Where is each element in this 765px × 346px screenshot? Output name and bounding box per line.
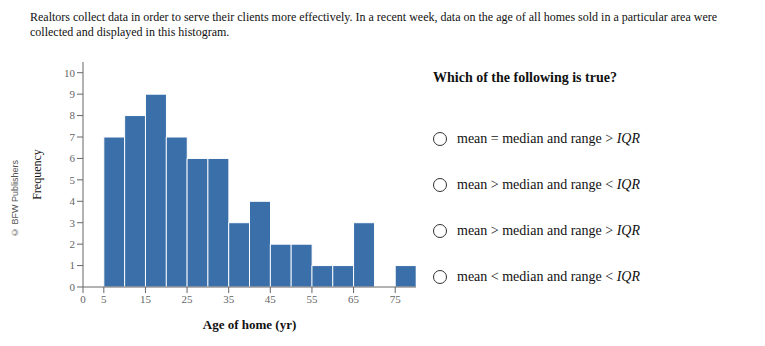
svg-text:9: 9 [70, 88, 76, 100]
svg-text:1: 1 [70, 259, 76, 271]
svg-text:35: 35 [223, 293, 235, 305]
svg-text:3: 3 [70, 217, 76, 229]
html-text:mean = median and range > IQR: mean = median and range > IQR [457, 131, 640, 146]
html-text:mean > median and range < IQR: mean > median and range < IQR [457, 177, 640, 192]
svg-text:5: 5 [101, 293, 107, 305]
svg-text:7: 7 [70, 131, 76, 143]
svg-text:2: 2 [70, 238, 76, 250]
svg-text:5: 5 [70, 174, 76, 186]
svg-text:4: 4 [70, 195, 76, 207]
svg-text:8: 8 [70, 109, 76, 121]
html-text:Which of the following is true: Which of the following is true? [433, 70, 617, 85]
svg-text:0: 0 [80, 293, 86, 305]
html-text:mean > median and range > IQR: mean > median and range > IQR [457, 223, 640, 238]
svg-text:75: 75 [390, 293, 402, 305]
svg-text:15: 15 [140, 293, 152, 305]
svg-text:25: 25 [182, 293, 194, 305]
svg-text:0: 0 [70, 281, 76, 293]
svg-text:10: 10 [64, 67, 76, 79]
svg-text:65: 65 [348, 293, 360, 305]
html-text:Realtors collect data in order: Realtors collect data in order to serve … [30, 10, 717, 39]
svg-text:55: 55 [306, 293, 318, 305]
html-text:© BFW Publishers: © BFW Publishers [10, 159, 20, 237]
svg-text:Frequency: Frequency [30, 149, 44, 200]
svg-text:6: 6 [70, 152, 76, 164]
svg-text:45: 45 [265, 293, 277, 305]
svg-text:Age of home (yr): Age of home (yr) [203, 317, 297, 332]
html-text:mean < median and range < IQR: mean < median and range < IQR [457, 269, 640, 284]
